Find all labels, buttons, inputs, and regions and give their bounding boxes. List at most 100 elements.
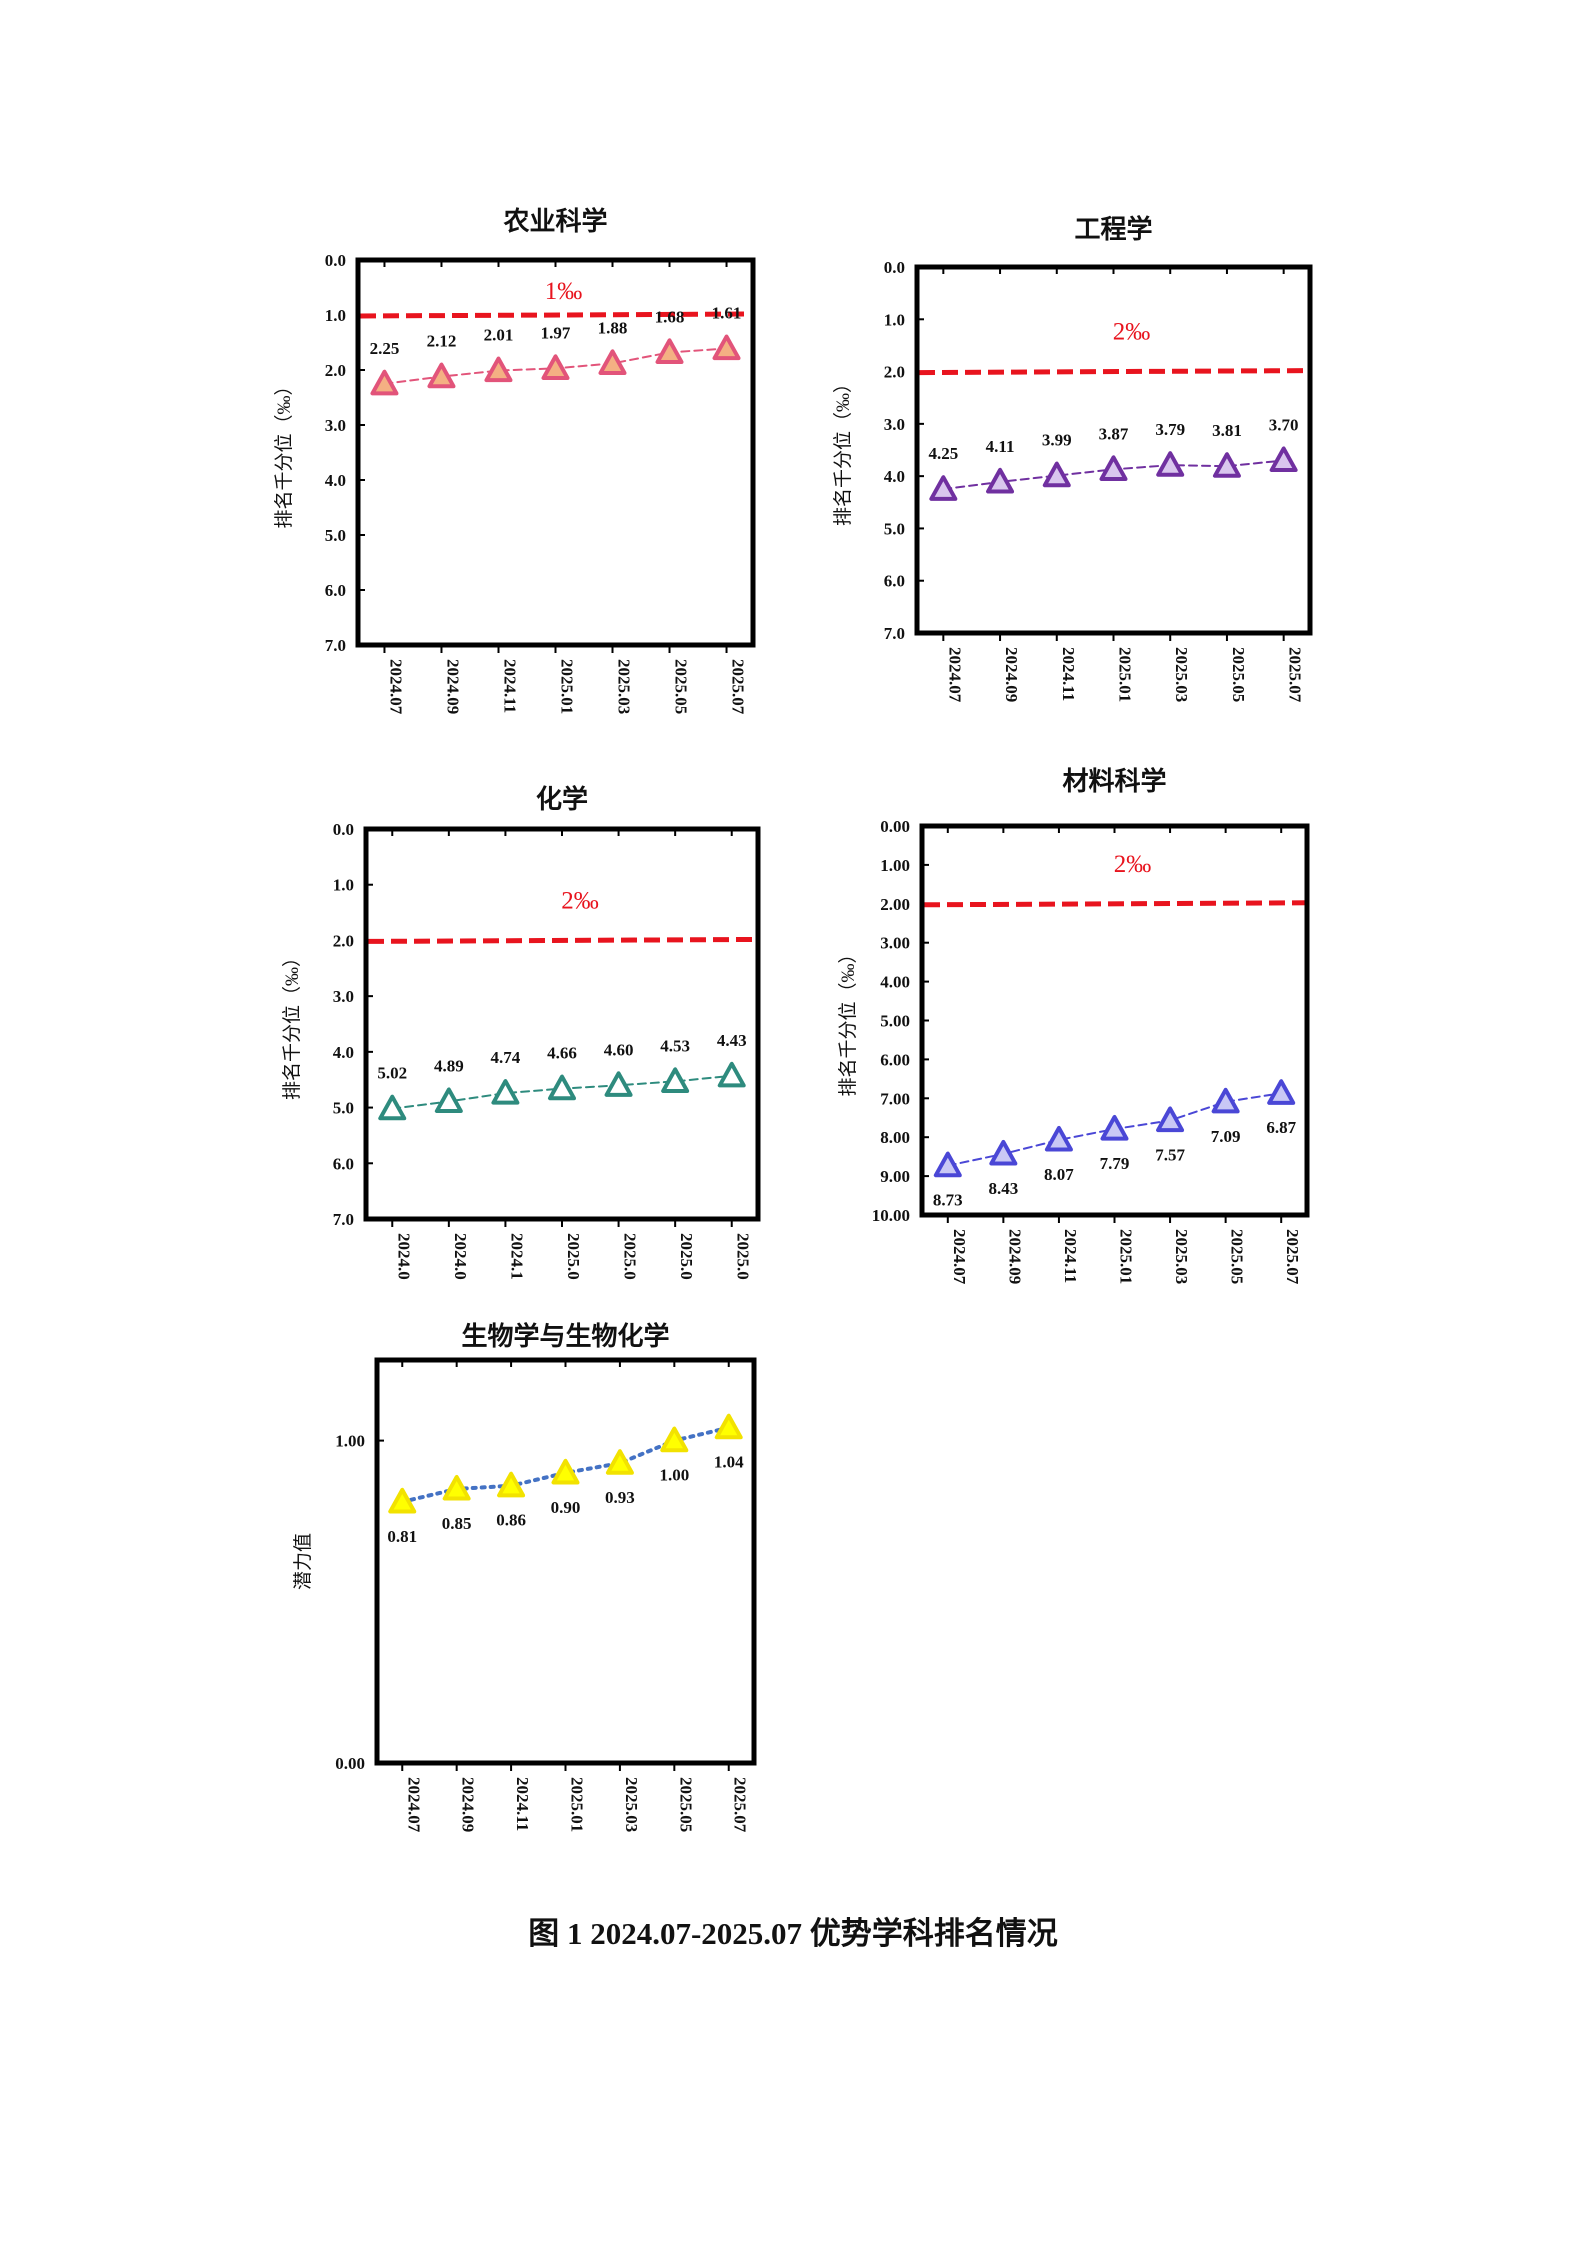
x-tick-label: 2025.07 [729,659,748,715]
data-point [434,1087,463,1114]
y-tick-label: 2.0 [325,361,346,380]
x-tick-label: 2024.11 [1059,647,1078,701]
y-tick-label: 0.0 [333,820,354,839]
x-tick-label: 2025.01 [1117,1229,1136,1284]
reference-line-label: 2‰ [1114,851,1152,878]
y-tick-label: 1.00 [335,1432,365,1451]
chart-3: 化学 0.0 1.0 2.0 3.0 4.0 5.0 6.0 7.0 排名千分位（‰） 2024.0… [281,784,761,1280]
data-label: 1.88 [598,318,628,337]
data-label: 0.85 [442,1514,472,1533]
y-axis-label: 排名千分位（‰） [837,944,859,1096]
data-label: 5.02 [377,1064,407,1083]
data-label: 0.86 [496,1511,526,1530]
x-tick-label: 2025.07 [1283,1229,1302,1285]
y-tick-label: 0.00 [335,1754,365,1773]
plot-frame [919,823,1310,1218]
data-point [388,1487,417,1514]
y-tick-label: 1.0 [333,876,354,895]
data-point [712,334,741,361]
y-tick-label: 0.00 [880,817,910,836]
y-tick-label: 6.0 [884,572,905,591]
x-tick-label: 2024.09 [1005,1229,1024,1284]
y-tick-label: 4.00 [880,973,910,992]
data-label: 1.97 [541,323,571,342]
chart-2: 工程学 0.0 1.0 2.0 3.0 4.0 5.0 6.0 7.0 排名千分位（‰） 2024.… [832,214,1313,703]
data-label: 2.12 [427,332,457,351]
y-tick-label: 7.0 [884,624,905,643]
y-tick-label: 2.0 [333,931,354,950]
data-label: 4.25 [928,444,958,463]
data-point [551,1458,580,1485]
data-label: 4.11 [986,437,1015,456]
x-tick-label: 2025.01 [558,659,577,714]
reference-line [918,368,1313,376]
chart-title: 化学 [536,784,588,814]
y-tick-label: 5.0 [325,526,346,545]
x-tick-label: 2025.05 [1228,1229,1247,1284]
data-label: 7.79 [1100,1154,1130,1173]
y-tick-label: 2.00 [880,895,910,914]
x-tick-label: 2025.03 [622,1777,641,1832]
data-label: 7.09 [1211,1127,1241,1146]
plot-frame [363,826,761,1222]
data-label: 4.66 [547,1044,577,1063]
chart-5: 生物学与生物化学 0.00 1.00 潜力值 2024.07 2024.09 2024.11… [292,1321,757,1833]
y-tick-label: 0.0 [325,251,346,270]
data-point [929,475,958,501]
x-tick-label: 2024.09 [443,659,462,714]
data-point [933,1151,962,1178]
chart-title: 工程学 [1074,214,1152,244]
data-point [605,1449,634,1475]
y-tick-label: 3.00 [880,934,910,953]
x-tick-label: 2024.07 [386,659,405,715]
y-tick-label: 0.0 [884,258,905,277]
data-point [1269,446,1298,473]
x-tick-label: 2024.0 [394,1233,413,1280]
x-tick-label: 2024.07 [950,1229,969,1285]
reference-line-label: 2‰ [561,887,599,914]
data-label: 4.74 [491,1048,521,1067]
y-tick-label: 5.00 [880,1012,910,1031]
plot-frame [355,257,756,648]
data-point [1099,455,1128,481]
x-tick-label: 2025.05 [676,1777,695,1832]
y-axis-label: 排名千分位（‰） [281,948,303,1100]
reference-line [923,900,1310,908]
reference-line [367,936,761,944]
data-point [1042,461,1071,488]
y-tick-label: 3.0 [325,416,346,435]
data-point [1156,1106,1185,1133]
x-tick-label: 2024.09 [1002,647,1021,702]
x-tick-label: 2025.03 [615,659,634,714]
data-point [717,1061,746,1088]
y-tick-label: 5.0 [333,1099,354,1118]
data-point [1156,451,1185,477]
x-tick-label: 2025.01 [568,1777,587,1832]
data-label: 1.04 [714,1453,744,1472]
chart-title: 材料科学 [1062,766,1166,796]
x-tick-label: 2025.0 [564,1233,583,1280]
x-tick-label: 2025.0 [677,1233,696,1280]
y-tick-label: 2.0 [884,363,905,382]
x-tick-label: 2025.0 [734,1233,753,1280]
y-tick-label: 6.0 [325,581,346,600]
data-label: 3.87 [1099,424,1129,443]
y-tick-label: 1.0 [884,310,905,329]
y-tick-label: 4.0 [884,467,905,486]
chart-1: 农业科学 0.0 1.0 2.0 3.0 4.0 5.0 6.0 7.0 排名千分位（‰） 2024… [273,206,756,715]
data-label: 4.60 [604,1040,634,1059]
x-tick-label: 2025.07 [1286,647,1305,703]
data-label: 7.57 [1155,1145,1185,1164]
reference-line [359,311,756,319]
y-tick-label: 8.00 [880,1128,910,1147]
data-point [598,349,627,375]
data-label: 4.89 [434,1056,464,1075]
data-point [1267,1079,1296,1105]
y-axis-label: 排名千分位（‰） [832,374,854,526]
x-tick-label: 2024.11 [513,1777,532,1831]
data-point [714,1413,743,1440]
x-tick-label: 2025.01 [1116,647,1135,702]
data-label: 1.00 [659,1466,689,1485]
